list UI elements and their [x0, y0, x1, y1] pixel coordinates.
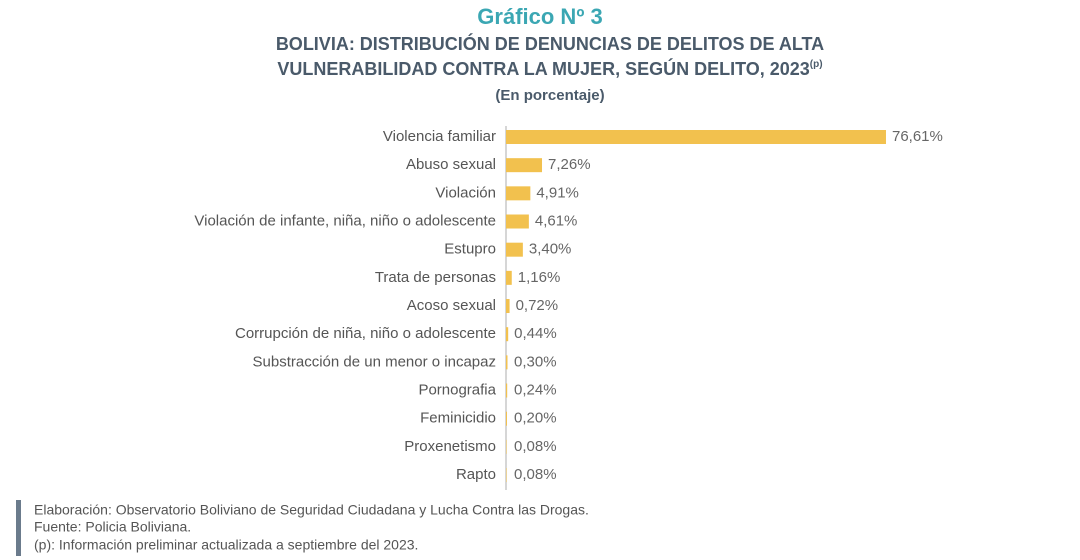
bar — [506, 327, 509, 342]
value-label: 0,30% — [514, 353, 557, 370]
bar — [506, 130, 886, 144]
bar — [506, 411, 507, 426]
value-label: 7,26% — [548, 156, 591, 173]
value-label: 4,61% — [535, 212, 578, 229]
subtitle: VULNERABILIDAD CONTRA LA MUJER, SEGÚN DE… — [277, 58, 809, 79]
bar — [506, 299, 510, 314]
category-label: Corrupción de niña, niño o adolescente — [235, 325, 496, 342]
bar — [506, 355, 508, 370]
category-label: Violencia familiar — [383, 128, 496, 145]
note: (p): Información preliminar actualizada … — [34, 537, 418, 553]
value-label: 0,44% — [514, 325, 557, 342]
chart-title: Gráfico Nº 3 — [477, 4, 602, 29]
category-label: Violación — [435, 184, 496, 201]
category-label: Violación de infante, niña, niño o adole… — [194, 212, 496, 229]
subtitle: BOLIVIA: DISTRIBUCIÓN DE DENUNCIAS DE DE… — [276, 33, 824, 54]
unit-note: (En porcentaje) — [495, 87, 604, 104]
bar — [506, 439, 507, 454]
category-label: Acoso sexual — [407, 297, 496, 314]
category-label: Abuso sexual — [406, 156, 496, 173]
category-label: Estupro — [444, 241, 496, 258]
value-label: 76,61% — [892, 128, 943, 145]
value-label: 0,08% — [514, 466, 557, 483]
bar — [506, 383, 508, 398]
bar — [506, 242, 523, 257]
value-label: 3,40% — [529, 241, 572, 258]
value-label: 0,20% — [514, 410, 557, 427]
category-label: Proxenetismo — [404, 438, 496, 455]
category-label: Trata de personas — [375, 269, 496, 286]
value-label: 0,08% — [514, 438, 557, 455]
category-label: Substracción de un menor o incapaz — [253, 353, 496, 370]
bar — [506, 468, 507, 483]
note: Fuente: Policia Boliviana. — [34, 519, 191, 535]
note-bar — [16, 500, 21, 556]
bar — [506, 270, 512, 285]
value-label: 0,72% — [516, 297, 559, 314]
value-label: 1,16% — [518, 269, 561, 286]
note: Elaboración: Observatorio Boliviano de S… — [34, 502, 589, 518]
subtitle: VULNERABILIDAD CONTRA LA MUJER, SEGÚN DE… — [277, 58, 822, 79]
bar — [506, 186, 531, 201]
bar — [506, 158, 543, 173]
category-label: Rapto — [456, 466, 496, 483]
category-label: Feminicidio — [420, 410, 496, 427]
bar — [506, 214, 529, 229]
value-label: 0,24% — [514, 381, 557, 398]
value-label: 4,91% — [536, 184, 579, 201]
subtitle-superscript: (p) — [810, 59, 823, 70]
category-label: Pornografia — [418, 381, 496, 398]
